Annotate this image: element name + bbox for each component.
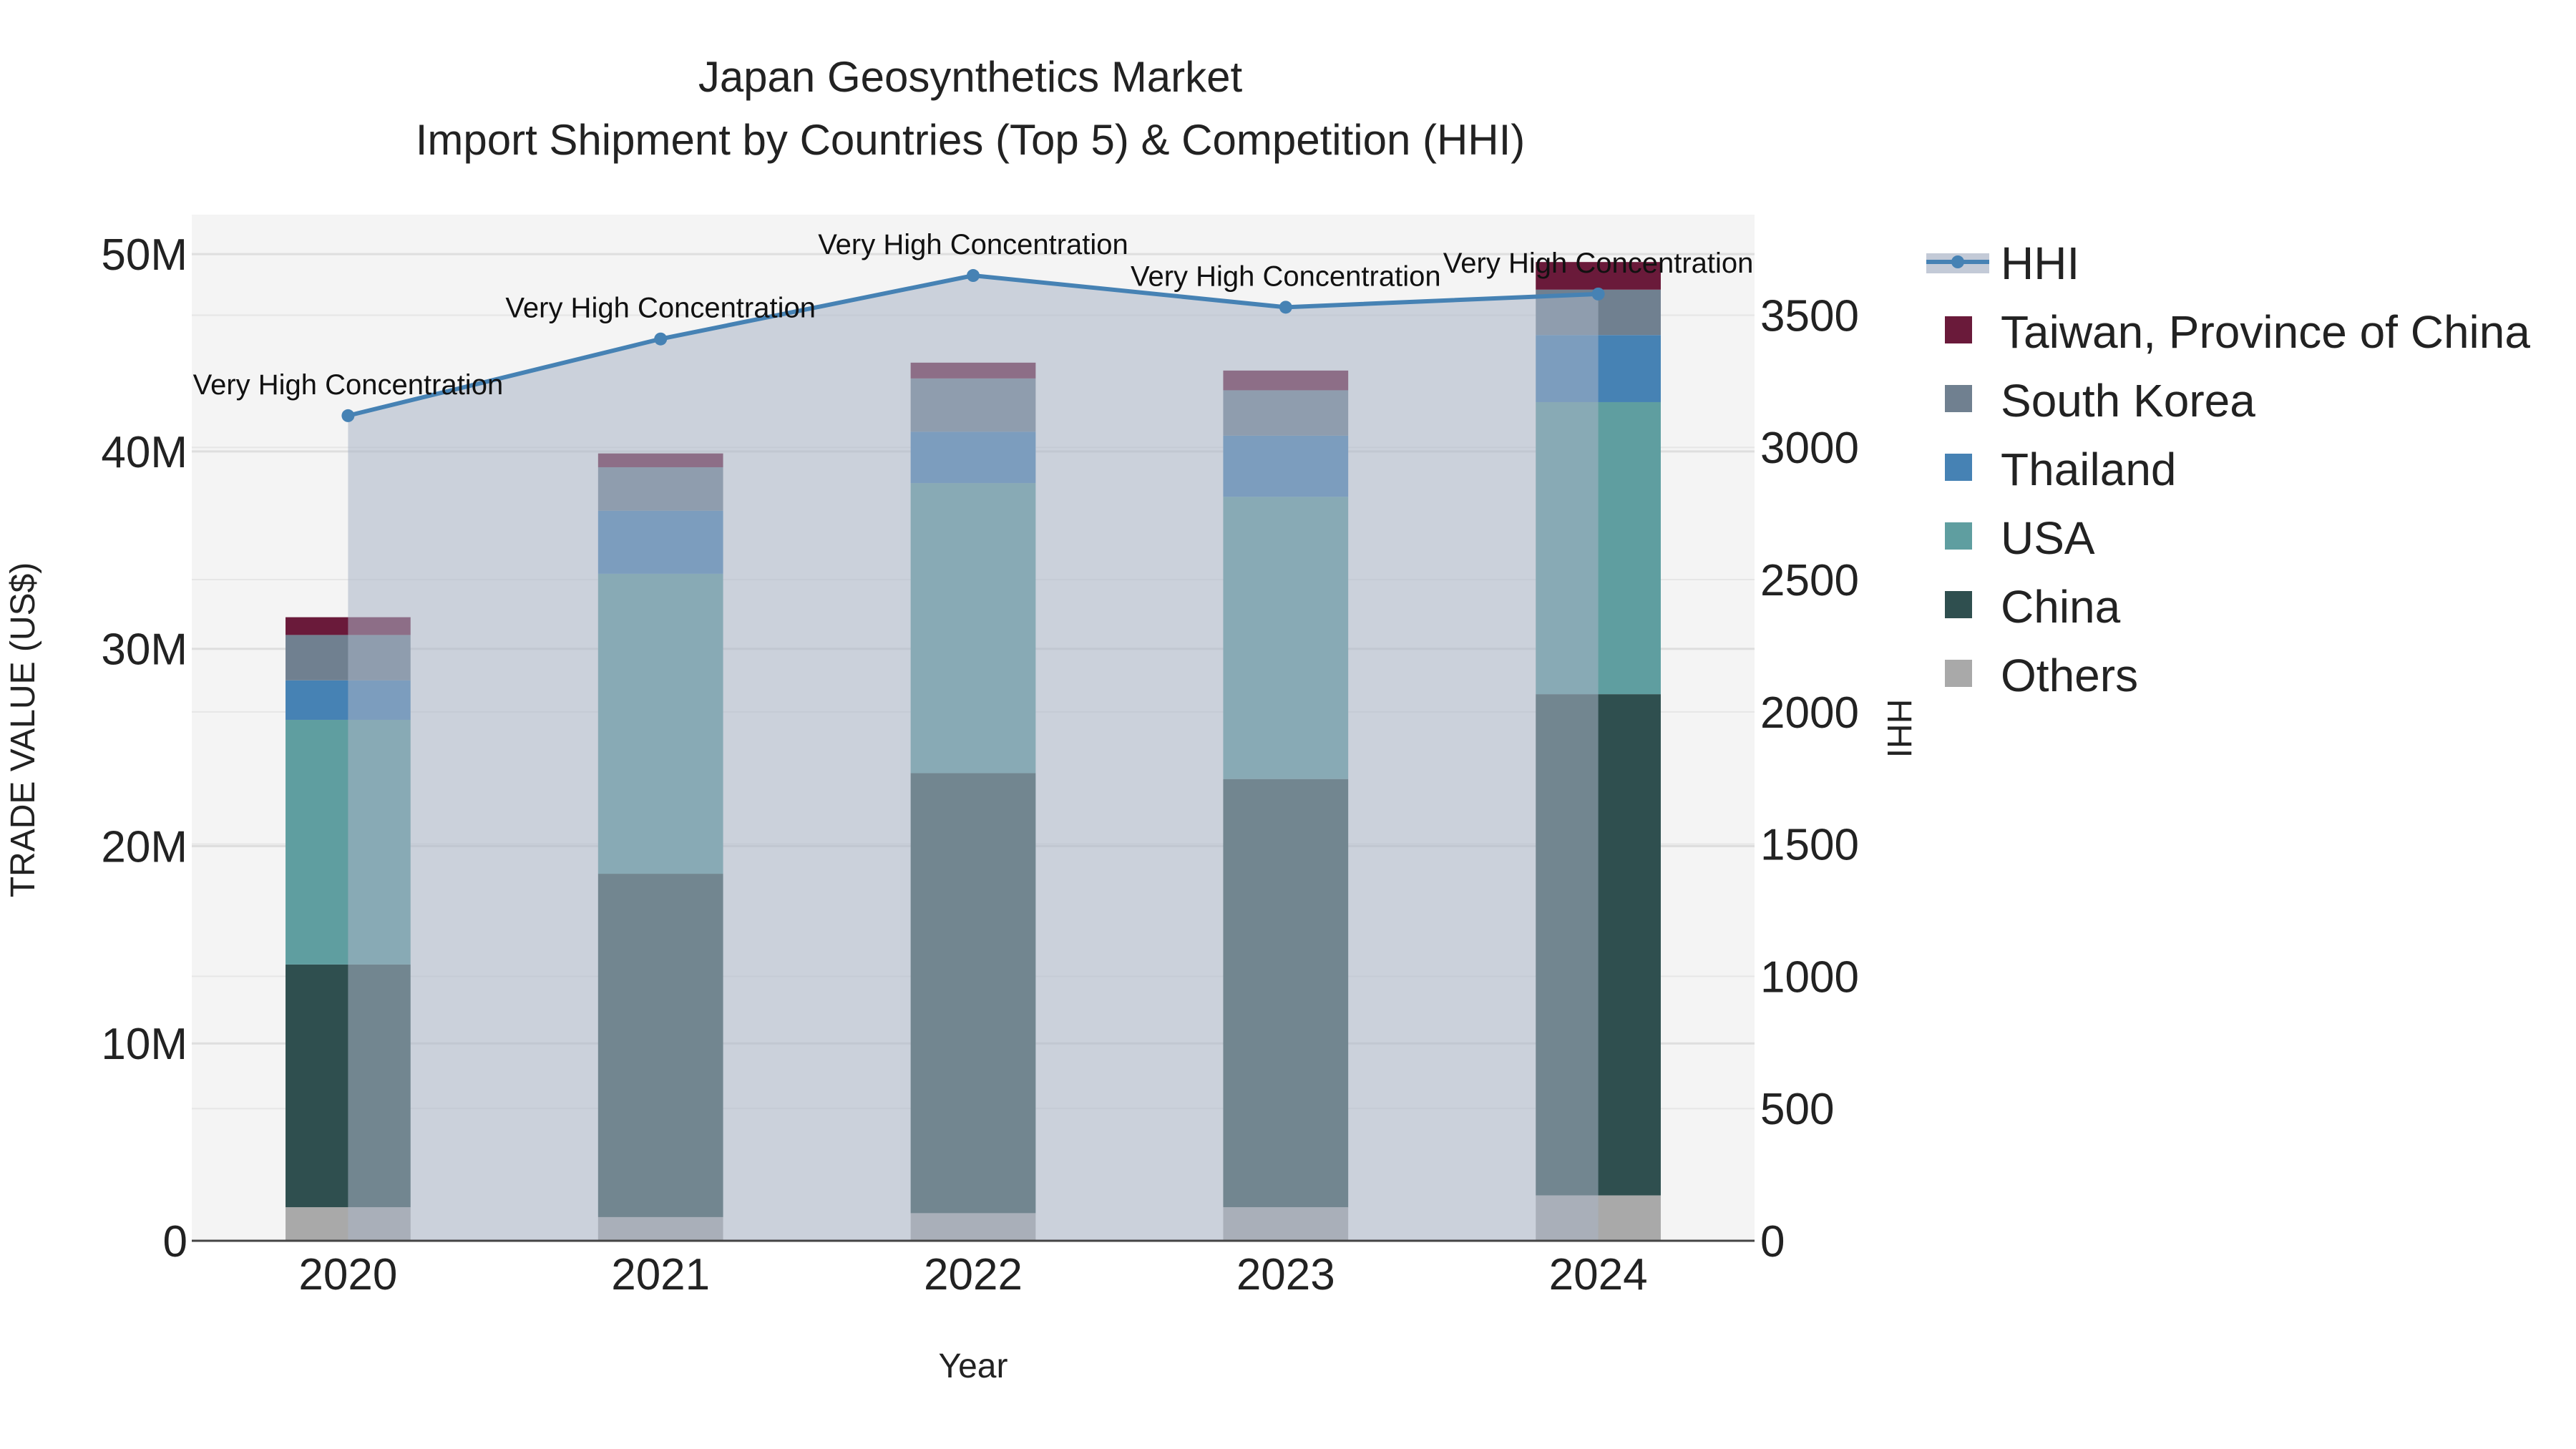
x-axis-label: Year xyxy=(939,1347,1008,1385)
bar-taiwan-province-of-china-2024 xyxy=(1536,262,1661,290)
axes-layer: 0 10M 20M 30M 40M 50M 0 500 1000 1500 2000 2500 3000… xyxy=(101,230,1859,1299)
legend-swatch-thailand xyxy=(1945,454,1972,481)
x-tick-label: 2021 xyxy=(611,1250,710,1299)
y2-tick-label: 2500 xyxy=(1760,556,1859,605)
x-tick-label: 2023 xyxy=(1236,1250,1335,1299)
hhi-point-2024 xyxy=(1591,287,1605,301)
hhi-point-2020 xyxy=(341,409,355,422)
hhi-point-2022 xyxy=(967,269,980,283)
hhi-annotation-2023: Very High Concentration xyxy=(1131,260,1441,292)
legend-swatch-others xyxy=(1945,660,1972,687)
hhi-area xyxy=(348,275,1599,1241)
legend-swatch-usa xyxy=(1945,522,1972,550)
legend-swatch-south-korea xyxy=(1945,385,1972,412)
y2-tick-label: 3500 xyxy=(1760,291,1859,341)
legend-label-taiwan-province-of-china: Taiwan, Province of China xyxy=(2001,306,2530,358)
x-tick-label: 2022 xyxy=(924,1250,1023,1299)
hhi-point-2023 xyxy=(1279,301,1292,314)
legend-label-thailand: Thailand xyxy=(2001,444,2177,495)
legend-swatch-china xyxy=(1945,591,1972,618)
y2-tick-label: 2000 xyxy=(1760,688,1859,738)
y2-tick-label: 1500 xyxy=(1760,821,1859,870)
y2-tick-label: 500 xyxy=(1760,1085,1834,1134)
hhi-annotation-2020: Very High Concentration xyxy=(193,369,504,401)
y-tick-label: 20M xyxy=(101,822,187,872)
y2-tick-label: 0 xyxy=(1760,1217,1785,1267)
y2-tick-label: 3000 xyxy=(1760,424,1859,473)
y-axis-label: TRADE VALUE (US$) xyxy=(4,562,42,898)
legend-label-hhi: HHI xyxy=(2001,238,2079,289)
y-tick-label: 0 xyxy=(163,1217,187,1267)
hhi-annotation-2021: Very High Concentration xyxy=(505,293,816,324)
x-tick-label: 2024 xyxy=(1549,1250,1648,1299)
y-tick-label: 50M xyxy=(101,230,187,280)
y-tick-label: 30M xyxy=(101,625,187,675)
hhi-annotation-2022: Very High Concentration xyxy=(818,229,1128,260)
y-tick-label: 40M xyxy=(101,428,187,477)
legend-label-usa: USA xyxy=(2001,512,2095,564)
hhi-point-2021 xyxy=(654,332,668,346)
legend-label-others: Others xyxy=(2001,650,2138,701)
chart-subtitle: Import Shipment by Countries (Top 5) & C… xyxy=(416,116,1526,164)
legend-label-china: China xyxy=(2001,581,2121,633)
legend[interactable]: HHI Taiwan, Province of China South Korea T… xyxy=(1926,238,2530,701)
y2-tick-label: 1000 xyxy=(1760,952,1859,1002)
hhi-line-layer xyxy=(341,269,1605,1241)
x-tick-label: 2020 xyxy=(298,1250,397,1299)
chart-title: Japan Geosynthetics Market xyxy=(698,53,1243,101)
y2-axis-label: HHI xyxy=(1880,699,1918,758)
legend-label-south-korea: South Korea xyxy=(2001,375,2255,426)
y-tick-label: 10M xyxy=(101,1020,187,1069)
legend-swatch-taiwan-province-of-china xyxy=(1945,316,1972,343)
hhi-annotation-2024: Very High Concentration xyxy=(1443,248,1754,279)
legend-marker-hhi xyxy=(1951,255,1964,268)
